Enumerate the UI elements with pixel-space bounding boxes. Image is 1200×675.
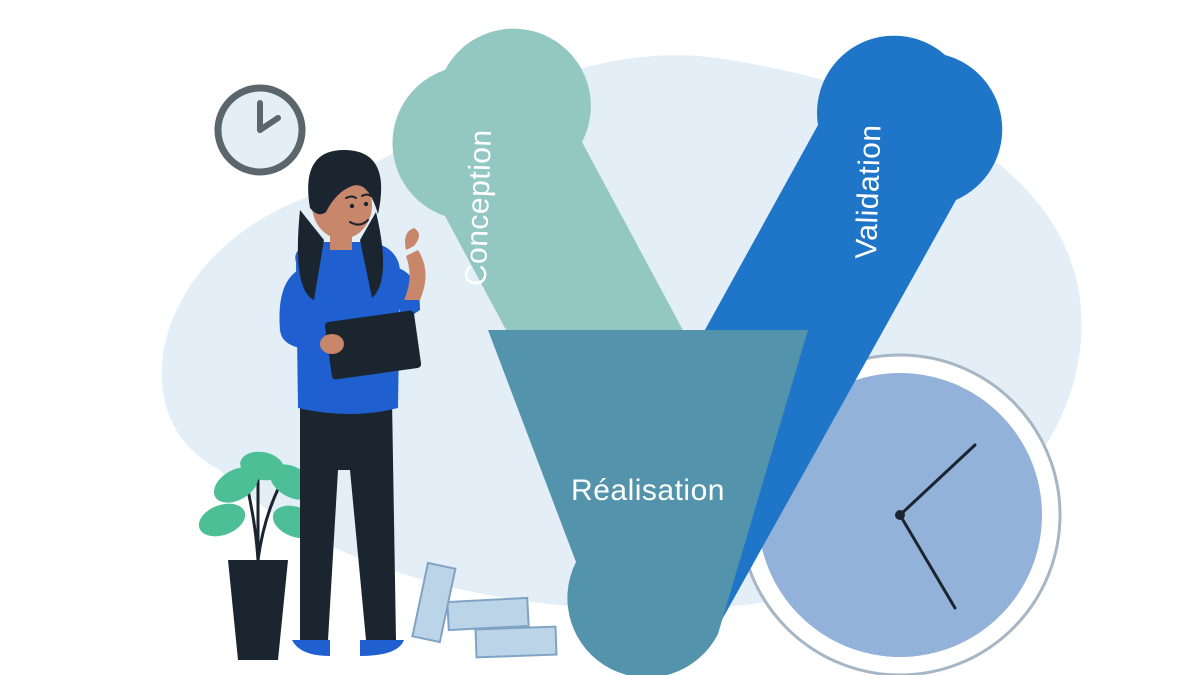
label-conception: Conception [460, 129, 498, 287]
v-model-infographic: Conception Validation Réalisation [0, 0, 1200, 675]
label-realisation: Réalisation [571, 474, 725, 507]
label-validation: Validation [850, 124, 888, 260]
scene-svg: Conception Validation Réalisation [0, 0, 1200, 675]
small-clock-icon [218, 88, 302, 172]
